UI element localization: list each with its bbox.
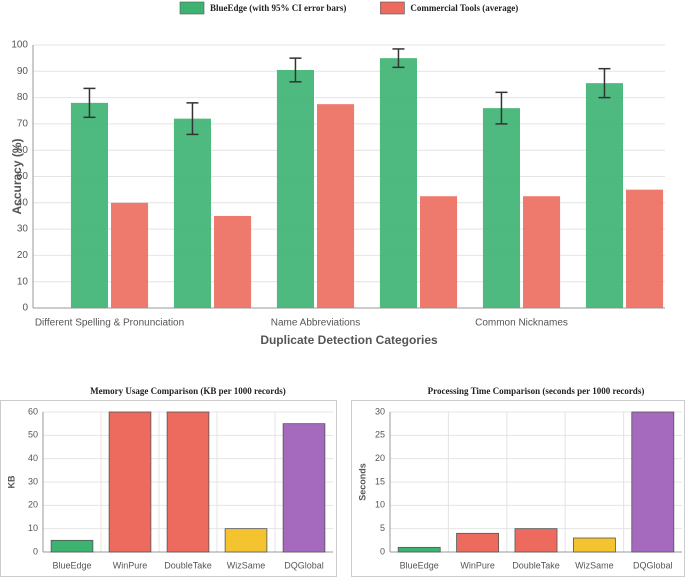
bar xyxy=(572,537,616,553)
chart-title: Memory Usage Comparison (KB per 1000 rec… xyxy=(90,386,286,396)
error-bar xyxy=(289,57,302,83)
legend-label: BlueEdge (with 95% CI error bars) xyxy=(210,3,346,13)
error-bar xyxy=(83,87,96,119)
y-tick-label: 30 xyxy=(375,406,385,416)
bar xyxy=(379,58,417,309)
y-tick-label: 70 xyxy=(17,119,29,130)
bar xyxy=(224,528,268,553)
x-tick-label: Name Abbreviations xyxy=(271,318,361,329)
x-tick-label: WinPure xyxy=(460,560,495,570)
legend-label: Commercial Tools (average) xyxy=(410,3,518,13)
y-tick-label: 20 xyxy=(375,453,385,463)
x-tick-label: BlueEdge xyxy=(400,560,439,570)
x-tick-label: DQGlobal xyxy=(633,560,673,570)
bar xyxy=(50,539,94,553)
x-tick-label: DoubleTake xyxy=(512,560,560,570)
y-tick-label: 10 xyxy=(17,276,29,287)
bar xyxy=(420,196,458,308)
legend-swatch xyxy=(179,1,205,15)
y-tick-label: 5 xyxy=(380,523,385,533)
x-tick-label: DoubleTake xyxy=(164,560,212,570)
bar xyxy=(111,202,149,308)
y-tick-label: 0 xyxy=(33,546,38,556)
error-bar xyxy=(495,91,508,125)
y-tick-label: 10 xyxy=(28,523,38,533)
y-tick-label: 0 xyxy=(380,546,385,556)
x-tick-label: DQGlobal xyxy=(284,560,324,570)
x-tick-label: WizSame xyxy=(227,560,266,570)
x-tick-label: Different Spelling & Pronunciation xyxy=(35,318,184,329)
bar xyxy=(108,411,152,553)
y-tick-label: 40 xyxy=(28,453,38,463)
y-axis-label: KB xyxy=(6,475,16,488)
y-tick-label: 100 xyxy=(11,40,28,51)
y-tick-label: 25 xyxy=(375,430,385,440)
y-tick-label: 20 xyxy=(17,250,29,261)
y-tick-label: 30 xyxy=(28,476,38,486)
y-tick-label: 50 xyxy=(28,430,38,440)
y-axis-label: Seconds xyxy=(357,463,367,501)
y-tick-label: 15 xyxy=(375,476,385,486)
bar xyxy=(282,423,326,553)
bar xyxy=(317,104,355,308)
y-tick-label: 0 xyxy=(22,303,28,314)
error-bar xyxy=(598,67,611,99)
y-tick-label: 40 xyxy=(17,197,29,208)
chart-title: Processing Time Comparison (seconds per … xyxy=(428,386,645,396)
x-tick-label: Common Nicknames xyxy=(475,318,568,329)
y-tick-label: 30 xyxy=(17,224,29,235)
bar xyxy=(482,108,520,309)
y-tick-label: 80 xyxy=(17,92,29,103)
bar xyxy=(456,532,500,553)
bar xyxy=(631,411,675,553)
x-axis-label: Duplicate Detection Categories xyxy=(260,333,438,347)
bar xyxy=(70,102,108,308)
bar xyxy=(166,411,210,553)
error-bar xyxy=(186,102,199,136)
bar xyxy=(173,118,211,308)
y-tick-label: 60 xyxy=(17,145,29,156)
bar xyxy=(214,215,252,308)
bar xyxy=(276,69,314,308)
bar xyxy=(523,196,561,308)
x-tick-label: WinPure xyxy=(113,560,148,570)
y-tick-label: 90 xyxy=(17,66,29,77)
y-tick-label: 50 xyxy=(17,171,29,182)
y-tick-label: 20 xyxy=(28,500,38,510)
bar xyxy=(514,528,558,553)
bar xyxy=(397,546,441,553)
y-tick-label: 10 xyxy=(375,500,385,510)
legend-swatch xyxy=(380,1,405,15)
error-bar xyxy=(392,48,405,69)
x-tick-label: BlueEdge xyxy=(52,560,91,570)
bar xyxy=(585,83,623,308)
y-tick-label: 60 xyxy=(28,406,38,416)
y-axis-label: Accuracy (%) xyxy=(10,138,24,214)
bar xyxy=(626,189,664,308)
x-tick-label: WizSame xyxy=(575,560,614,570)
